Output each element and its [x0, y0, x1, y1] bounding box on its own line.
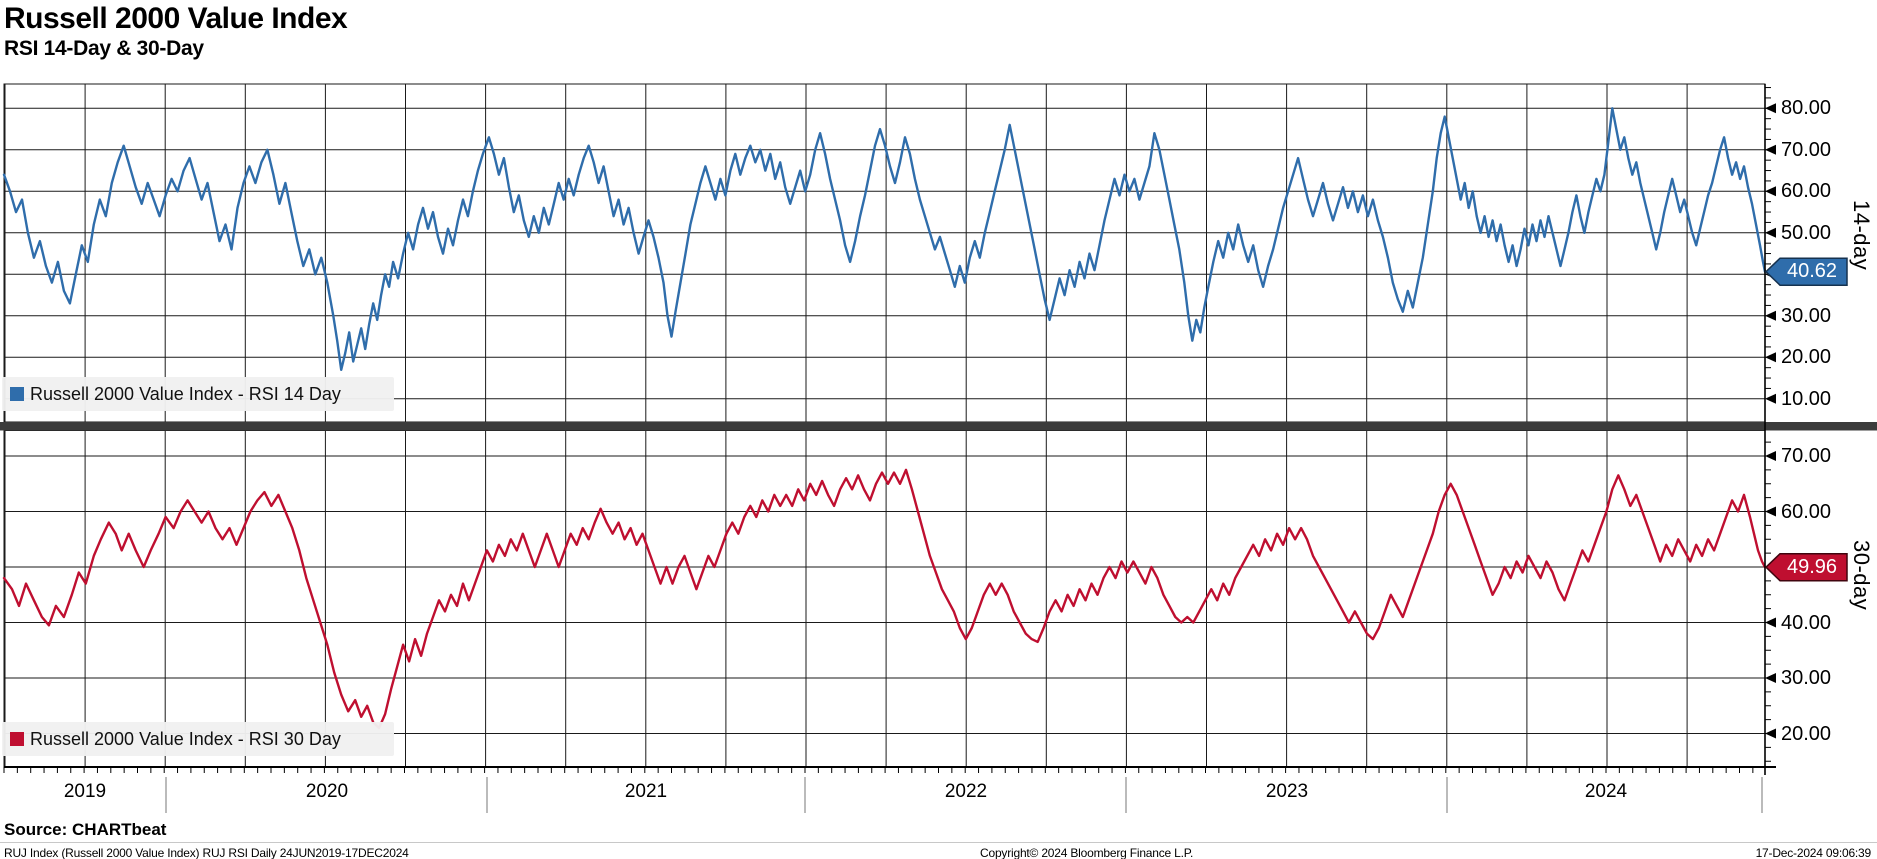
y-tick-label: 20.00 — [1781, 346, 1832, 369]
year-label: 2021 — [624, 781, 668, 802]
footer-security-descriptor: RUJ Index (Russell 2000 Value Index) RUJ… — [4, 846, 409, 859]
last-value-badge-rsi30[interactable]: 49.96 — [1786, 556, 1838, 578]
year-label: 2024 — [1584, 781, 1628, 802]
legend-swatch-rsi30-icon — [10, 732, 24, 746]
y-tick-label: 70.00 — [1781, 445, 1832, 467]
y-tick-label: 70.00 — [1781, 138, 1832, 161]
y-tick-label: 30.00 — [1781, 667, 1832, 689]
y-tick-label: 50.00 — [1781, 221, 1832, 244]
axis-title-30-day: 30-day — [1849, 540, 1874, 611]
y-tick-label: 60.00 — [1781, 180, 1832, 203]
footer-copyright: Copyright© 2024 Bloomberg Finance L.P. — [980, 846, 1194, 859]
y-tick-label: 30.00 — [1781, 304, 1832, 327]
y-tick-label: 40.00 — [1781, 611, 1832, 634]
y-tick-label: 80.00 — [1781, 97, 1832, 120]
page-title: Russell 2000 Value Index — [4, 2, 348, 35]
footer-bar: RUJ Index (Russell 2000 Value Index) RUJ… — [0, 842, 1877, 859]
footer-timestamp: 17-Dec-2024 09:06:39 — [1755, 846, 1872, 859]
year-label: 2023 — [1265, 781, 1309, 802]
source-label: Source: CHARTbeat — [4, 820, 167, 839]
legend-label-rsi30: Russell 2000 Value Index - RSI 30 Day — [30, 728, 341, 749]
year-label: 2019 — [63, 781, 107, 802]
page-subtitle: RSI 14-Day & 30-Day — [4, 37, 204, 60]
legend-swatch-rsi14-icon — [10, 387, 24, 401]
y-tick-label: 10.00 — [1781, 387, 1832, 410]
legend-rsi14[interactable]: Russell 2000 Value Index - RSI 14 Day — [2, 377, 394, 411]
year-label: 2020 — [305, 781, 349, 802]
last-value-badge-rsi14[interactable]: 40.62 — [1786, 260, 1838, 282]
legend-label-rsi14: Russell 2000 Value Index - RSI 14 Day — [30, 383, 341, 404]
y-tick-label: 20.00 — [1781, 722, 1832, 745]
y-tick-label: 60.00 — [1781, 500, 1832, 523]
axis-title-14-day: 14-day — [1849, 200, 1874, 271]
year-label: 2022 — [944, 781, 988, 802]
legend-rsi30[interactable]: Russell 2000 Value Index - RSI 30 Day — [2, 722, 394, 756]
